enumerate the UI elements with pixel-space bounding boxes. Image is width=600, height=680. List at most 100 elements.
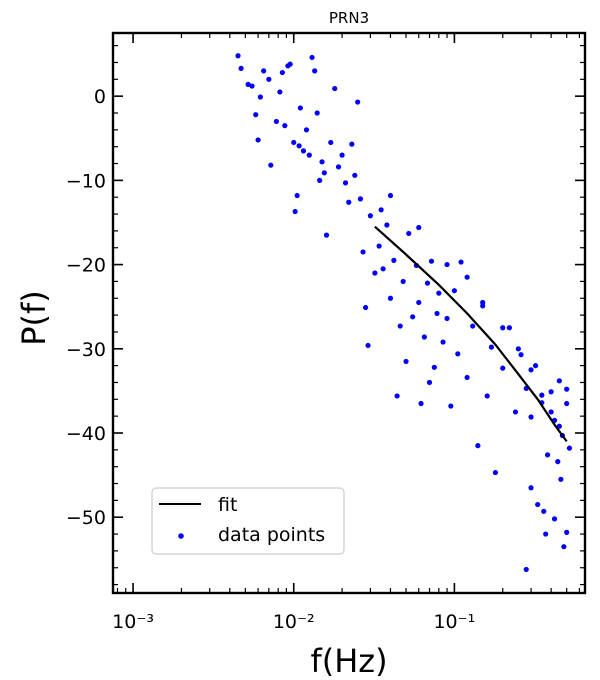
data-point <box>558 476 564 482</box>
data-point <box>416 224 422 231</box>
y-tick-label: 0 <box>94 86 106 108</box>
y-tick-label: −30 <box>66 339 106 361</box>
data-point <box>296 143 302 149</box>
data-point <box>287 61 293 67</box>
data-point <box>548 409 554 415</box>
y-tick-label: −20 <box>66 255 106 277</box>
data-point <box>277 89 283 95</box>
data-point <box>418 400 424 407</box>
data-point <box>539 392 545 398</box>
data-point <box>444 261 450 268</box>
data-point <box>528 485 534 491</box>
data-point <box>279 69 285 76</box>
data-point <box>397 323 403 329</box>
data-point <box>500 325 506 331</box>
data-point <box>406 230 412 237</box>
data-point <box>512 409 519 415</box>
data-point <box>564 386 570 392</box>
data-point <box>391 257 397 263</box>
fit-series <box>374 225 568 443</box>
data-point <box>544 452 551 458</box>
data-point <box>428 258 435 264</box>
data-point <box>421 334 427 340</box>
data-point <box>551 516 558 522</box>
y-tick-label: −50 <box>66 507 106 529</box>
legend-points-label: data points <box>218 524 325 546</box>
data-point <box>273 118 279 125</box>
data-point <box>518 352 524 358</box>
data-point <box>314 110 320 116</box>
data-point <box>426 379 433 386</box>
data-point <box>352 172 358 178</box>
data-point <box>365 342 371 349</box>
data-point <box>555 459 561 465</box>
data-point <box>528 414 534 420</box>
data-point <box>266 76 272 82</box>
data-point <box>515 346 521 352</box>
y-tick-label: −40 <box>66 423 106 445</box>
data-point <box>380 266 386 272</box>
legend-fit-label: fit <box>218 494 237 516</box>
y-axis-label: P(f) <box>15 290 53 346</box>
data-point <box>253 112 259 118</box>
data-point <box>378 207 384 213</box>
data-point <box>436 290 442 296</box>
chart-title: PRN3 <box>329 9 369 27</box>
data-point <box>245 81 251 87</box>
data-point <box>506 325 513 331</box>
data-point <box>528 367 534 373</box>
data-point <box>464 374 470 381</box>
data-point <box>541 508 547 514</box>
data-point <box>282 123 288 129</box>
data-point <box>564 400 570 407</box>
data-point <box>235 53 241 59</box>
data-point <box>543 531 549 537</box>
plot-frame <box>111 31 587 595</box>
data-point <box>372 270 378 276</box>
x-tick-label: 10⁻² <box>273 611 315 633</box>
data-point <box>448 403 454 409</box>
data-point <box>339 152 345 158</box>
data-point <box>532 363 539 369</box>
data-point <box>309 54 315 61</box>
data-point <box>306 152 312 158</box>
data-point <box>362 304 369 311</box>
x-axis-label: f(Hz) <box>310 642 387 680</box>
data-point <box>355 99 361 105</box>
data-point <box>455 351 461 357</box>
data-point <box>342 180 349 186</box>
data-point <box>387 295 394 301</box>
x-major-ticks: 10⁻³ 10⁻² 10⁻¹ <box>112 33 475 633</box>
data-point <box>434 310 440 317</box>
data-point <box>349 141 355 147</box>
data-point <box>556 423 562 429</box>
data-point <box>431 364 437 370</box>
data-point <box>257 94 263 100</box>
data-point <box>480 299 486 306</box>
data-point <box>492 469 499 476</box>
data-point <box>394 393 400 399</box>
data-point <box>291 139 297 146</box>
data-point <box>387 192 394 199</box>
data-point <box>346 199 352 205</box>
data-point <box>440 339 446 345</box>
data-points-series <box>235 53 573 573</box>
data-point <box>261 68 267 74</box>
data-point <box>360 249 366 255</box>
data-point <box>238 65 244 71</box>
data-point <box>357 196 364 202</box>
data-point <box>488 344 495 350</box>
data-point <box>319 159 325 165</box>
data-point <box>564 529 570 535</box>
data-point <box>464 274 470 280</box>
data-point <box>484 393 490 399</box>
data-point <box>548 389 554 395</box>
data-point <box>292 208 298 215</box>
data-point <box>410 314 416 320</box>
data-point <box>328 139 334 146</box>
data-point <box>475 443 481 449</box>
data-point <box>303 127 310 133</box>
data-point <box>335 164 342 170</box>
data-point <box>294 192 300 199</box>
